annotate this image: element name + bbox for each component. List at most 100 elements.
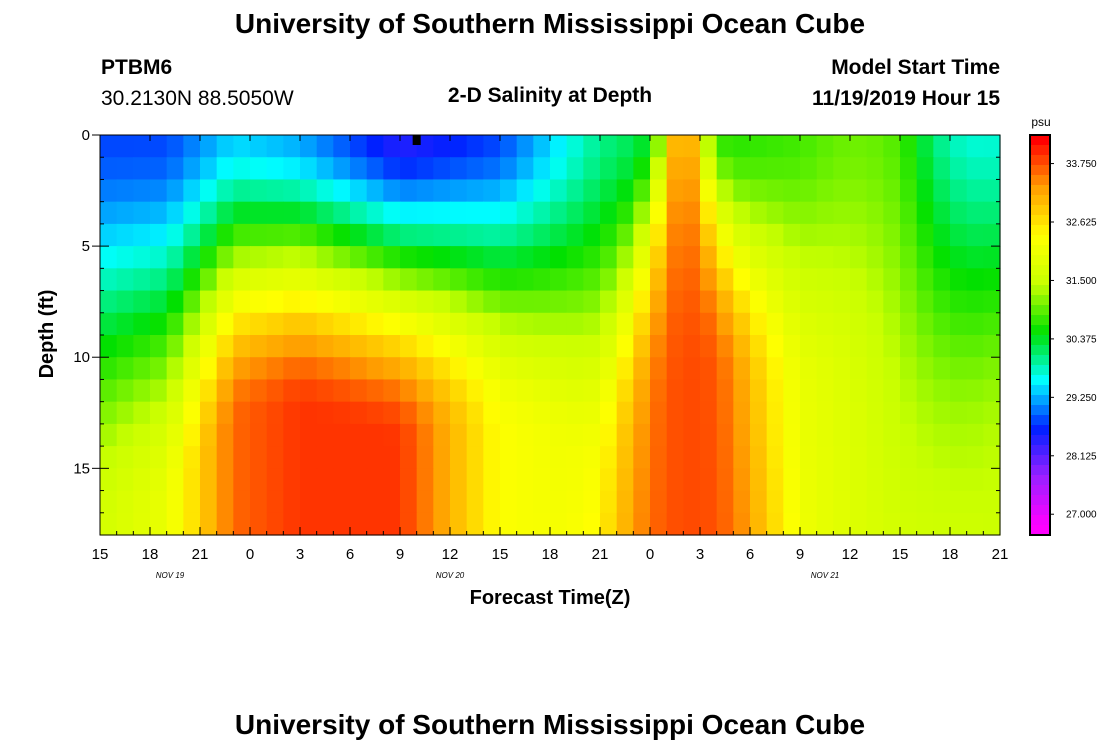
heatmap-cell xyxy=(616,201,634,225)
heatmap-cell xyxy=(450,201,468,225)
heatmap-cell xyxy=(950,290,968,314)
heatmap-cell xyxy=(133,357,151,381)
heatmap-cell xyxy=(583,312,601,336)
heatmap-cell xyxy=(450,135,468,158)
heatmap-cell xyxy=(850,312,868,336)
heatmap-cell xyxy=(666,246,684,269)
heatmap-cell xyxy=(666,490,684,514)
heatmap-cell xyxy=(366,357,384,381)
colorbar-segment xyxy=(1030,345,1050,356)
heatmap-cell xyxy=(200,423,218,447)
heatmap-cell xyxy=(783,468,801,492)
heatmap-cell xyxy=(816,312,834,336)
heatmap-cell xyxy=(600,512,618,536)
y-axis: 0 5 10 15 xyxy=(73,127,1000,536)
heatmap-cell xyxy=(900,468,918,492)
heatmap-cell xyxy=(600,468,618,492)
heatmap-cell xyxy=(883,312,901,336)
heatmap-cell xyxy=(983,246,1001,269)
heatmap-cell xyxy=(966,446,984,469)
heatmap-cell xyxy=(666,335,684,358)
heatmap-cell xyxy=(250,179,268,203)
heatmap-cell xyxy=(900,357,918,381)
heatmap-cell xyxy=(950,490,968,514)
heatmap-cell xyxy=(483,157,501,181)
heatmap-cell xyxy=(650,268,668,292)
heatmap-cell xyxy=(150,179,168,203)
heatmap-cell xyxy=(716,423,734,447)
heatmap-cell xyxy=(133,468,151,492)
x-tick-label: 3 xyxy=(696,546,704,563)
heatmap-cell xyxy=(183,268,201,292)
heatmap-cell xyxy=(916,223,934,247)
heatmap-cell xyxy=(733,512,751,536)
heatmap-cell xyxy=(983,223,1001,247)
heatmap-cell xyxy=(350,268,368,292)
heatmap-cell xyxy=(583,357,601,381)
heatmap-cell xyxy=(866,246,884,269)
heatmap-cell xyxy=(433,157,451,181)
heatmap-cell xyxy=(616,357,634,381)
heatmap-cell xyxy=(733,268,751,292)
heatmap-cell xyxy=(400,357,418,381)
heatmap-cell xyxy=(533,490,551,514)
heatmap-cell xyxy=(283,446,301,469)
heatmap-cell xyxy=(700,335,718,358)
heatmap-cell xyxy=(833,490,851,514)
heatmap-cell xyxy=(433,179,451,203)
heatmap-cell xyxy=(866,268,884,292)
heatmap-cell xyxy=(666,268,684,292)
heatmap-cell xyxy=(333,512,351,536)
heatmap-cells xyxy=(100,135,1001,536)
heatmap-cell xyxy=(316,312,334,336)
heatmap-cell xyxy=(216,290,234,314)
heatmap-cell xyxy=(850,201,868,225)
heatmap-cell xyxy=(866,335,884,358)
heatmap-cell xyxy=(750,268,768,292)
heatmap-cell xyxy=(983,312,1001,336)
heatmap-cell xyxy=(316,246,334,269)
heatmap-cell xyxy=(416,157,434,181)
heatmap-cell xyxy=(133,446,151,469)
heatmap-cell xyxy=(616,446,634,469)
heatmap-cell xyxy=(833,290,851,314)
heatmap-cell xyxy=(516,446,534,469)
heatmap-cell xyxy=(116,468,134,492)
heatmap-cell xyxy=(916,268,934,292)
heatmap-cell xyxy=(966,490,984,514)
heatmap-cell xyxy=(266,201,284,225)
heatmap-cell xyxy=(350,201,368,225)
heatmap-cell xyxy=(933,401,951,425)
heatmap-cell xyxy=(766,446,784,469)
heatmap-cell xyxy=(400,290,418,314)
heatmap-cell xyxy=(266,401,284,425)
heatmap-cell xyxy=(233,401,251,425)
heatmap-cell xyxy=(900,290,918,314)
heatmap-cell xyxy=(500,446,518,469)
heatmap-cell xyxy=(550,335,568,358)
heatmap-cell xyxy=(533,423,551,447)
heatmap-cell xyxy=(983,446,1001,469)
heatmap-cell xyxy=(466,201,484,225)
heatmap-cell xyxy=(116,223,134,247)
heatmap-cell xyxy=(100,157,118,181)
heatmap-cell xyxy=(483,357,501,381)
heatmap-cell xyxy=(800,246,818,269)
heatmap-cell xyxy=(300,201,318,225)
heatmap-cell xyxy=(333,357,351,381)
heatmap-cell xyxy=(433,490,451,514)
heatmap-cell xyxy=(700,446,718,469)
heatmap-cell xyxy=(733,401,751,425)
heatmap-cell xyxy=(816,423,834,447)
heatmap-cell xyxy=(350,290,368,314)
heatmap-cell xyxy=(266,157,284,181)
heatmap-cell xyxy=(300,512,318,536)
heatmap-cell xyxy=(450,490,468,514)
heatmap-cell xyxy=(466,246,484,269)
heatmap-cell xyxy=(550,268,568,292)
heatmap-cell xyxy=(533,268,551,292)
heatmap-cell xyxy=(900,223,918,247)
x-tick-label: 6 xyxy=(346,546,354,563)
heatmap-cell xyxy=(883,246,901,269)
heatmap-cell xyxy=(300,490,318,514)
